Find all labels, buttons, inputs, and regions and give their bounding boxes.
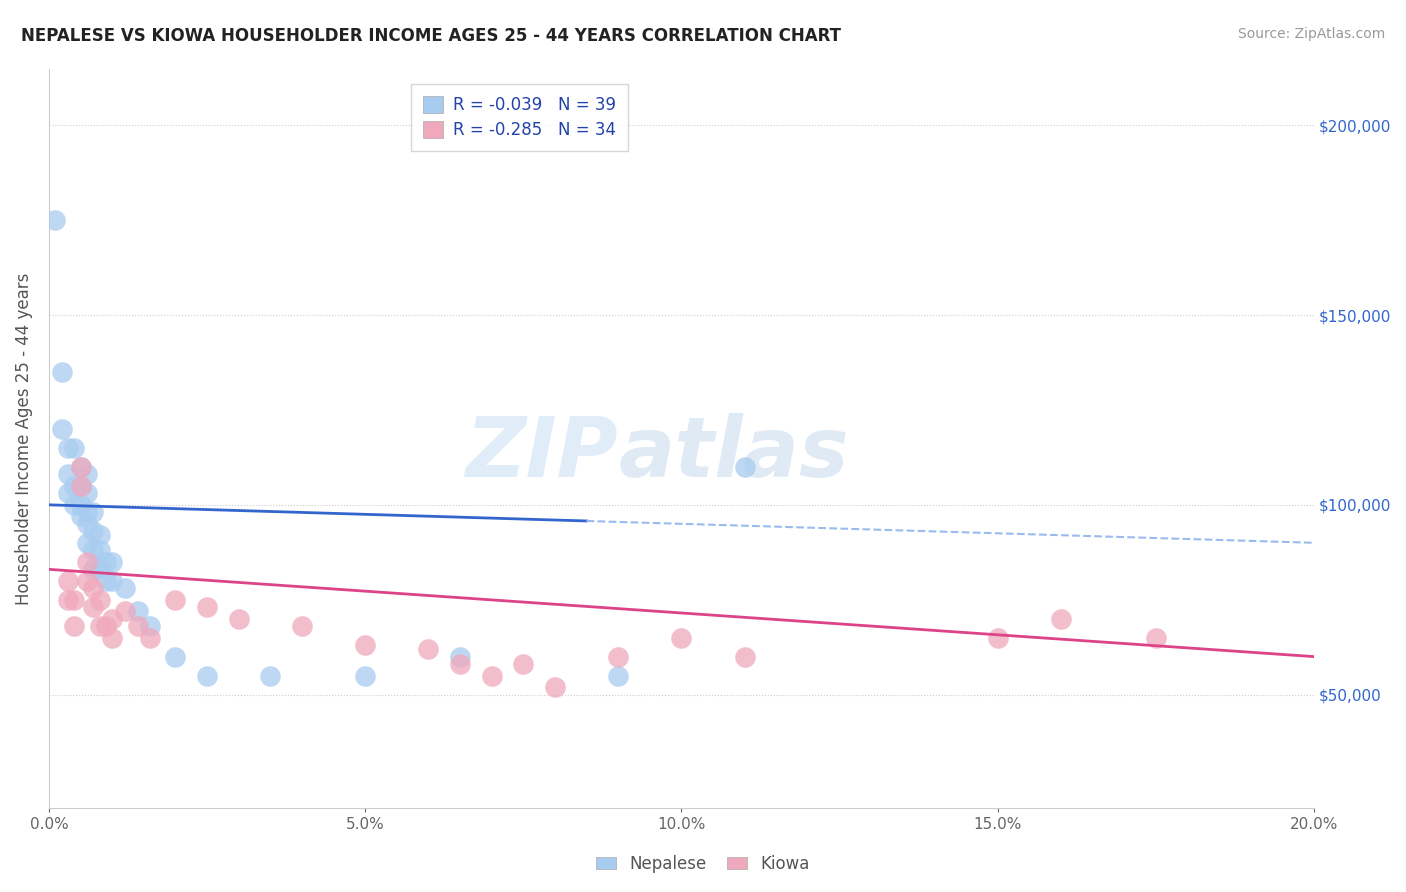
Point <box>63 441 86 455</box>
Point <box>69 459 91 474</box>
Text: atlas: atlas <box>619 413 849 494</box>
Point <box>56 467 79 482</box>
Point <box>114 604 136 618</box>
Point <box>51 365 73 379</box>
Point <box>82 505 104 519</box>
Point <box>56 441 79 455</box>
Point <box>101 574 124 588</box>
Point <box>139 631 162 645</box>
Point <box>481 668 503 682</box>
Point <box>165 649 187 664</box>
Point <box>89 619 111 633</box>
Point <box>76 505 98 519</box>
Point <box>101 631 124 645</box>
Legend: R = -0.039   N = 39, R = -0.285   N = 34: R = -0.039 N = 39, R = -0.285 N = 34 <box>412 84 628 151</box>
Point <box>354 638 377 652</box>
Text: ZIP: ZIP <box>465 413 619 494</box>
Point <box>291 619 314 633</box>
Point <box>101 555 124 569</box>
Point <box>63 498 86 512</box>
Point <box>734 649 756 664</box>
Point <box>82 600 104 615</box>
Point <box>165 592 187 607</box>
Point <box>354 668 377 682</box>
Point <box>63 592 86 607</box>
Point <box>76 574 98 588</box>
Point <box>195 600 218 615</box>
Point <box>63 479 86 493</box>
Point <box>82 582 104 596</box>
Point <box>44 213 66 227</box>
Point <box>418 642 440 657</box>
Point <box>512 657 534 672</box>
Point <box>69 479 91 493</box>
Point <box>544 680 567 694</box>
Point <box>607 649 630 664</box>
Point <box>94 555 117 569</box>
Point <box>101 612 124 626</box>
Point <box>228 612 250 626</box>
Point <box>76 467 98 482</box>
Text: NEPALESE VS KIOWA HOUSEHOLDER INCOME AGES 25 - 44 YEARS CORRELATION CHART: NEPALESE VS KIOWA HOUSEHOLDER INCOME AGE… <box>21 27 841 45</box>
Point <box>987 631 1010 645</box>
Text: Source: ZipAtlas.com: Source: ZipAtlas.com <box>1237 27 1385 41</box>
Point <box>56 592 79 607</box>
Point <box>63 619 86 633</box>
Point <box>76 555 98 569</box>
Point <box>56 574 79 588</box>
Point <box>94 619 117 633</box>
Point <box>449 649 471 664</box>
Point <box>76 536 98 550</box>
Point <box>51 422 73 436</box>
Legend: Nepalese, Kiowa: Nepalese, Kiowa <box>589 848 817 880</box>
Point <box>94 574 117 588</box>
Point <box>195 668 218 682</box>
Y-axis label: Householder Income Ages 25 - 44 years: Householder Income Ages 25 - 44 years <box>15 272 32 605</box>
Point <box>734 459 756 474</box>
Point <box>671 631 693 645</box>
Point <box>69 509 91 524</box>
Point <box>449 657 471 672</box>
Point <box>89 543 111 558</box>
Point <box>56 486 79 500</box>
Point <box>127 619 149 633</box>
Point <box>259 668 281 682</box>
Point <box>69 459 91 474</box>
Point <box>69 498 91 512</box>
Point <box>82 562 104 576</box>
Point <box>89 592 111 607</box>
Point <box>607 668 630 682</box>
Point <box>114 582 136 596</box>
Point <box>82 543 104 558</box>
Point <box>127 604 149 618</box>
Point <box>82 524 104 539</box>
Point <box>76 516 98 531</box>
Point <box>89 528 111 542</box>
Point <box>1144 631 1167 645</box>
Point <box>139 619 162 633</box>
Point <box>1049 612 1071 626</box>
Point <box>76 486 98 500</box>
Point <box>69 479 91 493</box>
Point <box>89 562 111 576</box>
